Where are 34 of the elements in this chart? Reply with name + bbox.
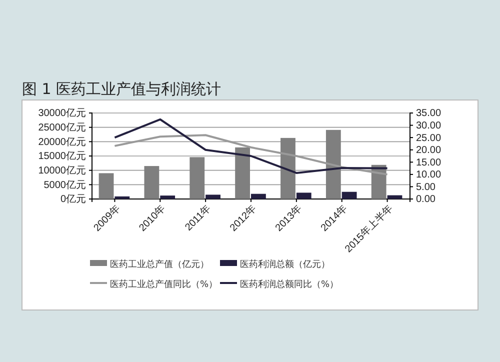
chart-title: 图 1 医药工业产值与利润统计	[22, 80, 222, 98]
y2-tick-label: 15.00	[416, 157, 442, 168]
y-tick-label: 25000亿元	[38, 122, 86, 134]
bar	[98, 173, 114, 199]
bar	[160, 196, 176, 199]
legend-label: 医药工业总产值同比（%）	[110, 279, 218, 290]
y2-tick-label: 25.00	[416, 132, 442, 144]
legend-label: 医药利润总额（亿元）	[240, 259, 330, 270]
y-tick-label: 20000亿元	[38, 136, 86, 148]
y2-tick-label: 5.00	[416, 182, 436, 193]
y2-tick-label: 10.00	[416, 170, 442, 181]
legend-label: 医药工业总产值（亿元）	[110, 259, 209, 270]
bar	[296, 192, 312, 199]
bar	[235, 147, 250, 199]
y-tick-label: 10000亿元	[38, 166, 86, 177]
y2-tick-label: 30.00	[416, 120, 442, 132]
bar	[326, 130, 341, 199]
y-tick-label: 0亿元	[60, 194, 86, 206]
bar	[190, 157, 205, 199]
bar	[387, 195, 402, 199]
legend-label: 医药利润总额同比（%）	[240, 279, 339, 290]
y2-tick-label: 0.00	[416, 194, 436, 206]
y-tick-label: 30000亿元	[38, 108, 86, 120]
line-series	[114, 118, 388, 174]
y-tick-label: 5000亿元	[44, 180, 86, 191]
bar	[114, 196, 130, 199]
bar	[342, 192, 357, 199]
y2-tick-label: 20.00	[416, 145, 442, 156]
y-tick-label: 15000亿元	[38, 151, 86, 162]
bar	[251, 194, 266, 199]
bar	[144, 166, 160, 199]
bar	[280, 138, 296, 199]
bar	[206, 194, 220, 199]
y2-tick-label: 35.00	[416, 108, 442, 120]
